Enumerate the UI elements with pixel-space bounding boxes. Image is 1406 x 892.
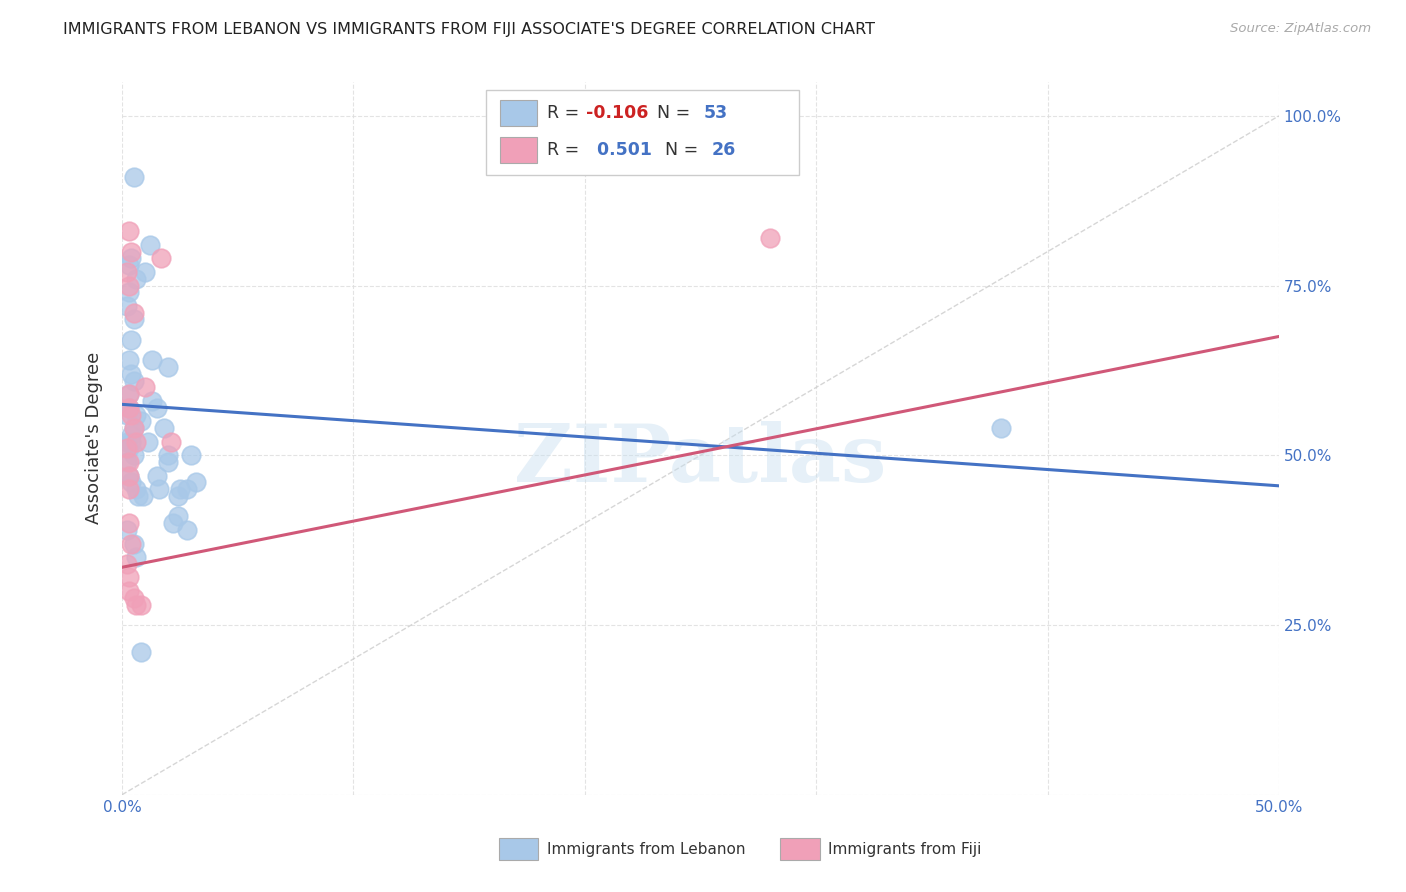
FancyBboxPatch shape: [501, 137, 537, 163]
Point: [115, 299, 138, 313]
Point: [125, 598, 148, 612]
Point: [118, 570, 141, 584]
Point: [118, 401, 141, 415]
Text: -0.106: -0.106: [586, 104, 648, 122]
Point: [122, 421, 145, 435]
Point: [176, 523, 198, 537]
Point: [118, 258, 141, 272]
Point: [118, 482, 141, 496]
Point: [180, 448, 202, 462]
Point: [125, 408, 148, 422]
Text: Source: ZipAtlas.com: Source: ZipAtlas.com: [1230, 22, 1371, 36]
Point: [118, 516, 141, 530]
Text: N =: N =: [647, 104, 696, 122]
Point: [141, 353, 163, 368]
Point: [990, 421, 1012, 435]
Point: [122, 374, 145, 388]
Point: [176, 482, 198, 496]
Point: [118, 353, 141, 368]
Text: 53: 53: [704, 104, 728, 122]
Point: [118, 442, 141, 456]
Point: [120, 408, 142, 422]
Point: [115, 523, 138, 537]
Point: [166, 489, 188, 503]
Point: [152, 421, 174, 435]
Point: [118, 278, 141, 293]
Point: [120, 333, 142, 347]
Point: [122, 536, 145, 550]
Point: [122, 591, 145, 605]
Point: [122, 312, 145, 326]
Point: [134, 265, 156, 279]
Point: [129, 598, 152, 612]
Point: [115, 434, 138, 449]
Point: [125, 434, 148, 449]
Text: ZIPatlas: ZIPatlas: [515, 421, 887, 499]
Y-axis label: Associate's Degree: Associate's Degree: [86, 352, 103, 524]
Text: N =: N =: [654, 141, 704, 160]
FancyBboxPatch shape: [486, 90, 799, 175]
Point: [118, 387, 141, 401]
Point: [118, 468, 141, 483]
Point: [145, 468, 167, 483]
FancyBboxPatch shape: [501, 101, 537, 126]
Point: [122, 421, 145, 435]
Text: R =: R =: [547, 104, 585, 122]
Point: [159, 434, 181, 449]
Text: Immigrants from Fiji: Immigrants from Fiji: [828, 842, 981, 856]
Point: [120, 428, 142, 442]
Point: [127, 489, 149, 503]
Point: [118, 285, 141, 300]
Point: [145, 401, 167, 415]
Point: [115, 455, 138, 469]
Point: [157, 455, 180, 469]
Point: [157, 448, 180, 462]
Point: [118, 387, 141, 401]
Point: [134, 380, 156, 394]
Point: [120, 252, 142, 266]
Point: [120, 536, 142, 550]
Point: [118, 584, 141, 599]
Point: [139, 237, 162, 252]
Point: [125, 482, 148, 496]
Point: [141, 394, 163, 409]
Point: [125, 272, 148, 286]
Point: [759, 231, 782, 245]
Point: [122, 169, 145, 184]
Point: [169, 482, 191, 496]
Point: [132, 489, 155, 503]
Text: 0.501: 0.501: [591, 141, 651, 160]
Point: [162, 516, 184, 530]
Text: Immigrants from Lebanon: Immigrants from Lebanon: [547, 842, 745, 856]
Point: [120, 434, 142, 449]
Point: [122, 448, 145, 462]
Point: [129, 645, 152, 659]
Point: [129, 414, 152, 428]
Point: [115, 557, 138, 571]
Point: [115, 265, 138, 279]
Text: IMMIGRANTS FROM LEBANON VS IMMIGRANTS FROM FIJI ASSOCIATE'S DEGREE CORRELATION C: IMMIGRANTS FROM LEBANON VS IMMIGRANTS FR…: [63, 22, 876, 37]
Point: [115, 442, 138, 456]
Text: R =: R =: [547, 141, 585, 160]
Point: [120, 244, 142, 259]
Text: 26: 26: [711, 141, 737, 160]
Point: [118, 455, 141, 469]
Point: [122, 306, 145, 320]
Point: [118, 224, 141, 238]
Point: [120, 475, 142, 490]
Point: [125, 550, 148, 565]
Point: [148, 482, 170, 496]
Point: [166, 509, 188, 524]
Point: [136, 434, 159, 449]
Point: [157, 359, 180, 374]
Point: [184, 475, 207, 490]
Point: [120, 367, 142, 381]
Point: [118, 401, 141, 415]
Point: [118, 468, 141, 483]
Point: [150, 252, 173, 266]
Point: [115, 408, 138, 422]
